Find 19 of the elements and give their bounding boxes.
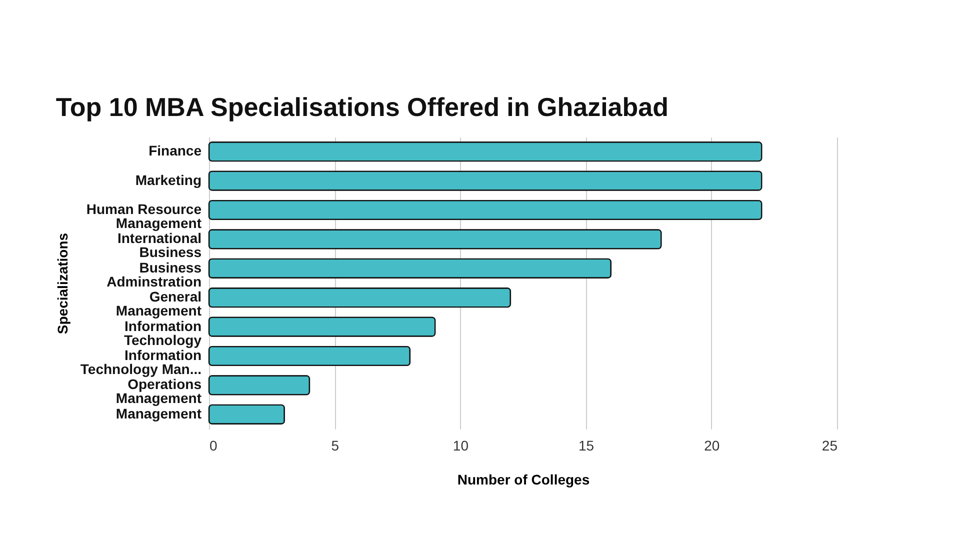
x-tick-label: 0 [210, 438, 218, 454]
y-tick-label: Management [116, 405, 202, 422]
x-tick-label: 25 [822, 438, 838, 454]
y-tick-label: Business Adminstration [106, 259, 202, 290]
y-tick-label: Information Technology [124, 318, 202, 348]
x-axis-title: Number of Colleges [457, 472, 590, 488]
x-tick-label: 5 [331, 438, 340, 454]
y-tick-label: International Business [117, 230, 202, 260]
x-tick-label: 10 [452, 438, 469, 454]
y-tick-label: Human Resource Management [86, 201, 202, 231]
y-axis-title: Specializations [54, 232, 70, 334]
x-tick-label: 15 [578, 438, 594, 454]
y-tick-label: Marketing [135, 172, 202, 188]
y-tick-label: General Management [116, 288, 202, 319]
y-tick-label: Finance [148, 142, 202, 159]
x-tick-label: 20 [704, 438, 720, 454]
y-tick-label: Information Technology Man... [80, 347, 202, 377]
y-tick-label: Operations Management [116, 376, 202, 406]
chart-title: Top 10 MBA Specialisations Offered in Ghaziabad [56, 92, 668, 122]
